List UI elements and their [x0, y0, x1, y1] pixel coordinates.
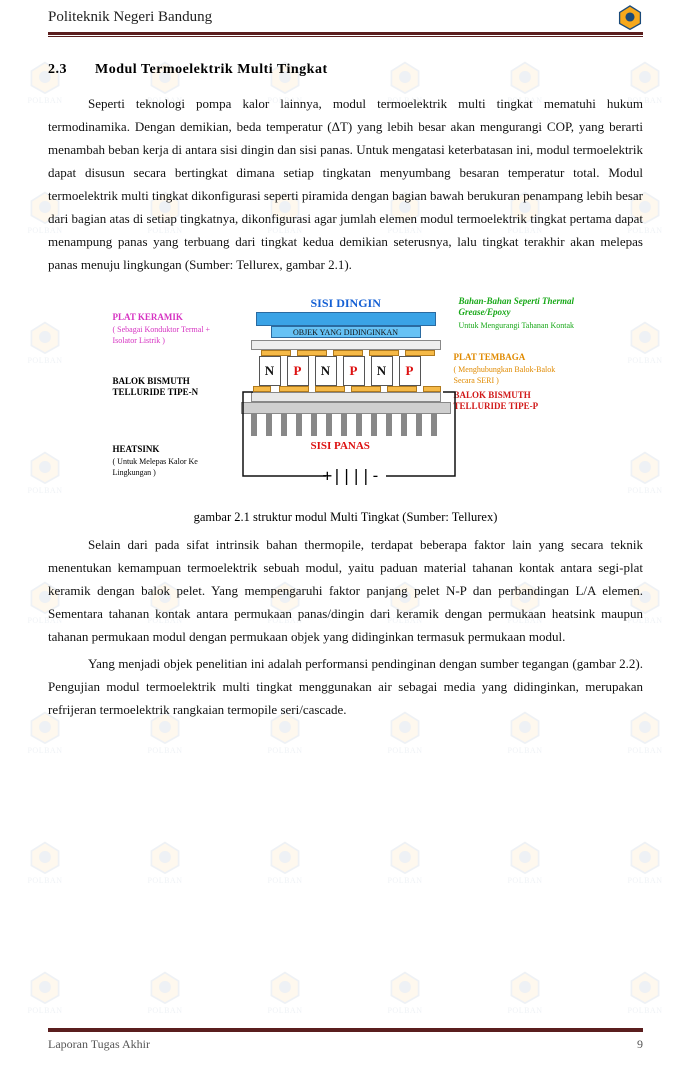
watermark-cell: POLBAN [10, 840, 80, 885]
grease-sublabel: Untuk Mengurangi Tahanan Kontak [459, 320, 579, 331]
watermark-cell: POLBAN [250, 970, 320, 1015]
paragraph-1: Seperti teknologi pompa kalor lainnya, m… [48, 92, 643, 276]
pellet-p: P [343, 356, 365, 386]
cu-label: PLAT TEMBAGA [454, 352, 579, 363]
paragraph-3: Yang menjadi objek penelitian ini adalah… [48, 652, 643, 721]
pellet-p: P [399, 356, 421, 386]
watermark-cell: POLBAN [370, 970, 440, 1015]
watermark-cell: POLBAN [490, 840, 560, 885]
page-header: Politeknik Negeri Bandung [48, 0, 643, 32]
watermark-cell: POLBAN [610, 840, 680, 885]
heatsink-label: HEATSINK [113, 444, 160, 455]
section-title: Modul Termoelektrik Multi Tingkat [95, 62, 328, 78]
section-heading: 2.3 Modul Termoelektrik Multi Tingkat [48, 62, 643, 78]
pellet-n: N [315, 356, 337, 386]
watermark-cell: POLBAN [490, 970, 560, 1015]
section-number: 2.3 [48, 62, 67, 78]
cu-sublabel: ( Menghubungkan Balok-Balok Secara SERI … [454, 364, 579, 386]
upper-plate [251, 340, 441, 350]
watermark-cell: POLBAN [10, 970, 80, 1015]
watermark-cell: POLBAN [370, 840, 440, 885]
n-bismuth-label: BALOK BISMUTH TELLURIDE TIPE-N [113, 376, 233, 398]
object-bar: OBJEK YANG DIDINGINKAN [271, 326, 421, 338]
watermark-cell: POLBAN [130, 840, 200, 885]
page-footer: Laporan Tugas Akhir 9 [48, 1037, 643, 1052]
pellet-n: N [371, 356, 393, 386]
pellet-n: N [259, 356, 281, 386]
page: Politeknik Negeri Bandung 2.3 Modul Term… [0, 0, 691, 721]
battery-symbol: +||||- [323, 466, 381, 485]
pellet-p: P [287, 356, 309, 386]
paragraph-2: Selain dari pada sifat intrinsik bahan t… [48, 533, 643, 648]
grease-label: Bahan-Bahan Seperti Thermal Grease/Epoxy [459, 296, 579, 318]
figure-caption: gambar 2.1 struktur modul Multi Tingkat … [111, 510, 581, 525]
thermoelectric-diagram: SISI DINGIN PLAT KERAMIK ( Sebagai Kondu… [111, 294, 581, 504]
ceramic-label: PLAT KERAMIK [113, 312, 183, 323]
footer-left: Laporan Tugas Akhir [48, 1037, 150, 1052]
watermark-cell: POLBAN [130, 970, 200, 1015]
institution-name: Politeknik Negeri Bandung [48, 9, 212, 26]
header-rule [48, 32, 643, 36]
footer-page-number: 9 [637, 1037, 643, 1052]
footer-rule [48, 1028, 643, 1032]
polban-logo [617, 4, 643, 30]
ceramic-sublabel: ( Sebagai Konduktor Termal + Isolator Li… [113, 324, 233, 346]
watermark-cell: POLBAN [250, 840, 320, 885]
cold-side-title: SISI DINGIN [311, 296, 381, 311]
cold-bar [256, 312, 436, 326]
p-bismuth-label: BALOK BISMUTH TELLURIDE TIPE-P [454, 390, 579, 412]
heatsink-sublabel: ( Untuk Melepas Kalor Ke Lingkungan ) [113, 456, 233, 478]
figure-2-1: SISI DINGIN PLAT KERAMIK ( Sebagai Kondu… [111, 294, 581, 525]
watermark-cell: POLBAN [610, 970, 680, 1015]
